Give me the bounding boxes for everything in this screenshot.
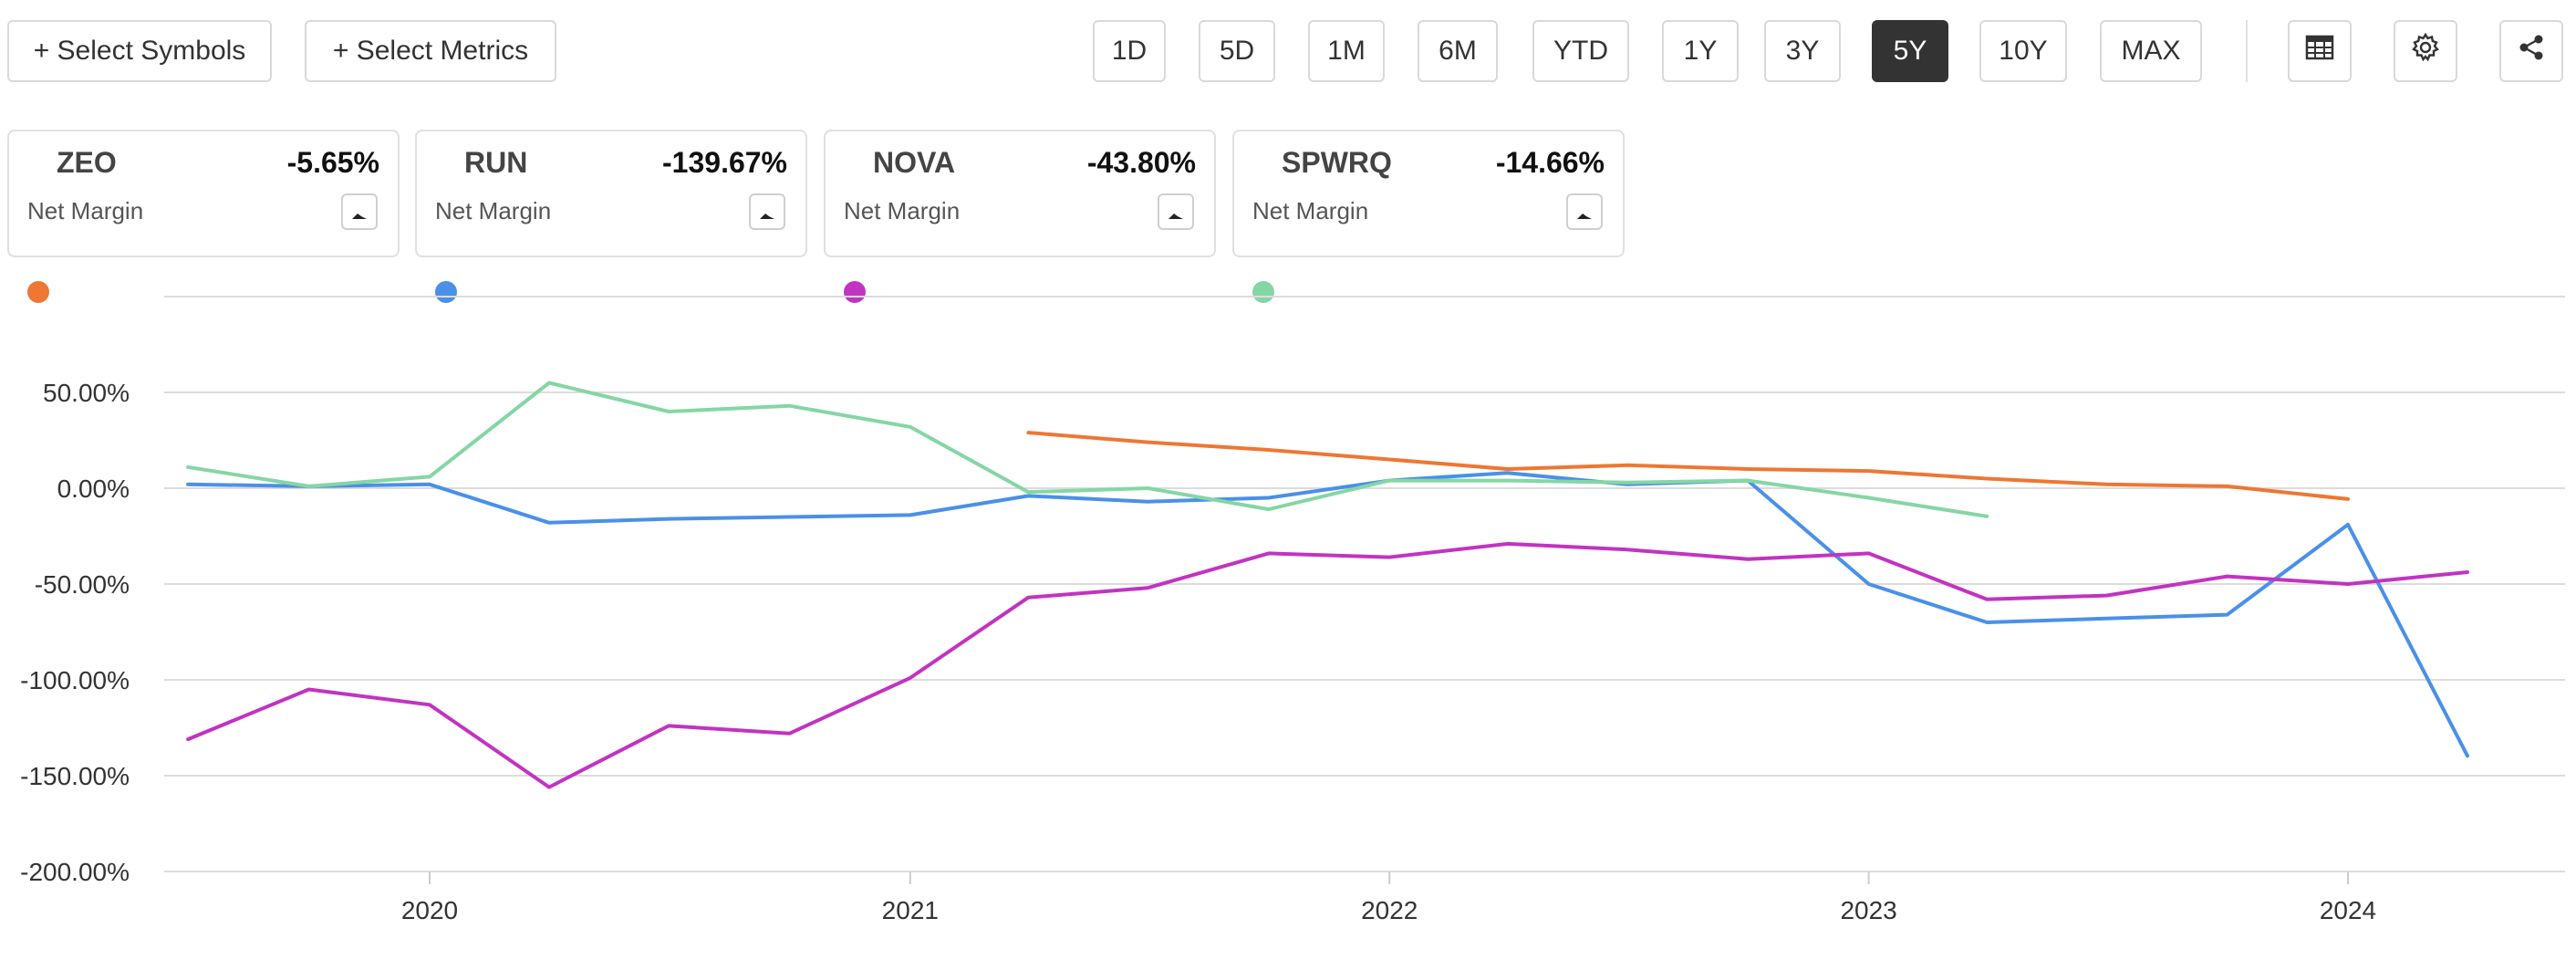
x-tick-label: 2023 — [1840, 896, 1896, 924]
x-tick-label: 2024 — [2320, 896, 2376, 924]
gear-icon — [2410, 32, 2441, 70]
card-value: -14.66% — [1495, 146, 1605, 179]
x-tick-label: 2020 — [401, 896, 458, 924]
series-line-run[interactable] — [186, 471, 2469, 758]
card-symbol: RUN — [464, 146, 528, 179]
y-axis: 50.00% 0.00% -50.00% -100.00% -150.00% -200.0… — [20, 379, 130, 886]
range-6m-button[interactable]: 6M — [1418, 20, 1498, 82]
chart-grid — [164, 296, 2565, 872]
share-button[interactable] — [2499, 20, 2563, 82]
card-metric: Net Margin — [27, 197, 144, 224]
select-metrics-button[interactable]: + Select Metrics — [305, 20, 556, 82]
sparkline-icon[interactable] — [1158, 193, 1194, 230]
sparkline-icon[interactable] — [749, 193, 785, 230]
range-1m-button[interactable]: 1M — [1308, 20, 1385, 82]
series-color-dot — [1252, 281, 1274, 303]
series-line-spwrq[interactable] — [186, 381, 1989, 518]
table-icon — [2305, 35, 2334, 68]
series-color-dot — [844, 281, 866, 303]
range-1y-button[interactable]: 1Y — [1662, 20, 1739, 82]
range-10y-button[interactable]: 10Y — [1979, 20, 2067, 82]
y-tick-label: -150.00% — [20, 762, 130, 790]
net-margin-line-chart[interactable]: 50.00% 0.00% -50.00% -100.00% -150.00% -200.0… — [0, 274, 2576, 960]
legend-card-spwrq[interactable]: SPWRQ -14.66% Net Margin — [1232, 130, 1625, 303]
sparkline-icon[interactable] — [341, 193, 378, 230]
x-tick-label: 2021 — [882, 896, 939, 924]
share-icon — [2516, 32, 2547, 70]
x-axis: 2020 2021 2022 2023 2024 — [401, 871, 2376, 924]
series-color-dot — [27, 281, 49, 303]
range-5y-button[interactable]: 5Y — [1872, 20, 1948, 82]
chart-series — [186, 381, 2469, 789]
x-tick-label: 2022 — [1361, 896, 1418, 924]
legend-card-run[interactable]: RUN -139.67% Net Margin — [415, 130, 807, 303]
range-3y-button[interactable]: 3Y — [1764, 20, 1841, 82]
series-line-nova[interactable] — [186, 541, 2469, 789]
y-tick-label: 0.00% — [57, 475, 130, 503]
y-tick-label: -50.00% — [35, 570, 130, 599]
settings-button[interactable] — [2394, 20, 2457, 82]
y-tick-label: 50.00% — [43, 379, 130, 407]
card-value: -5.65% — [286, 146, 379, 179]
range-max-button[interactable]: MAX — [2100, 20, 2202, 82]
card-symbol: ZEO — [57, 146, 117, 179]
legend-card-zeo[interactable]: ZEO -5.65% Net Margin — [7, 130, 400, 303]
card-metric: Net Margin — [435, 197, 552, 224]
series-line-zeo[interactable] — [1026, 431, 2350, 501]
card-metric: Net Margin — [844, 197, 961, 224]
series-color-dot — [435, 281, 457, 303]
card-value: -139.67% — [662, 146, 787, 179]
card-metric: Net Margin — [1252, 197, 1369, 224]
sparkline-icon[interactable] — [1566, 193, 1603, 230]
card-symbol: SPWRQ — [1282, 146, 1392, 179]
range-5d-button[interactable]: 5D — [1199, 20, 1275, 82]
range-ytd-button[interactable]: YTD — [1532, 20, 1629, 82]
y-tick-label: -200.00% — [20, 858, 130, 886]
card-symbol: NOVA — [873, 146, 956, 179]
table-view-button[interactable] — [2288, 20, 2352, 82]
range-1d-button[interactable]: 1D — [1093, 20, 1166, 82]
toolbar-divider — [2246, 20, 2248, 82]
select-symbols-button[interactable]: + Select Symbols — [7, 20, 272, 82]
card-value: -43.80% — [1086, 146, 1196, 179]
y-tick-label: -100.00% — [20, 666, 130, 694]
legend-card-nova[interactable]: NOVA -43.80% Net Margin — [824, 130, 1216, 303]
